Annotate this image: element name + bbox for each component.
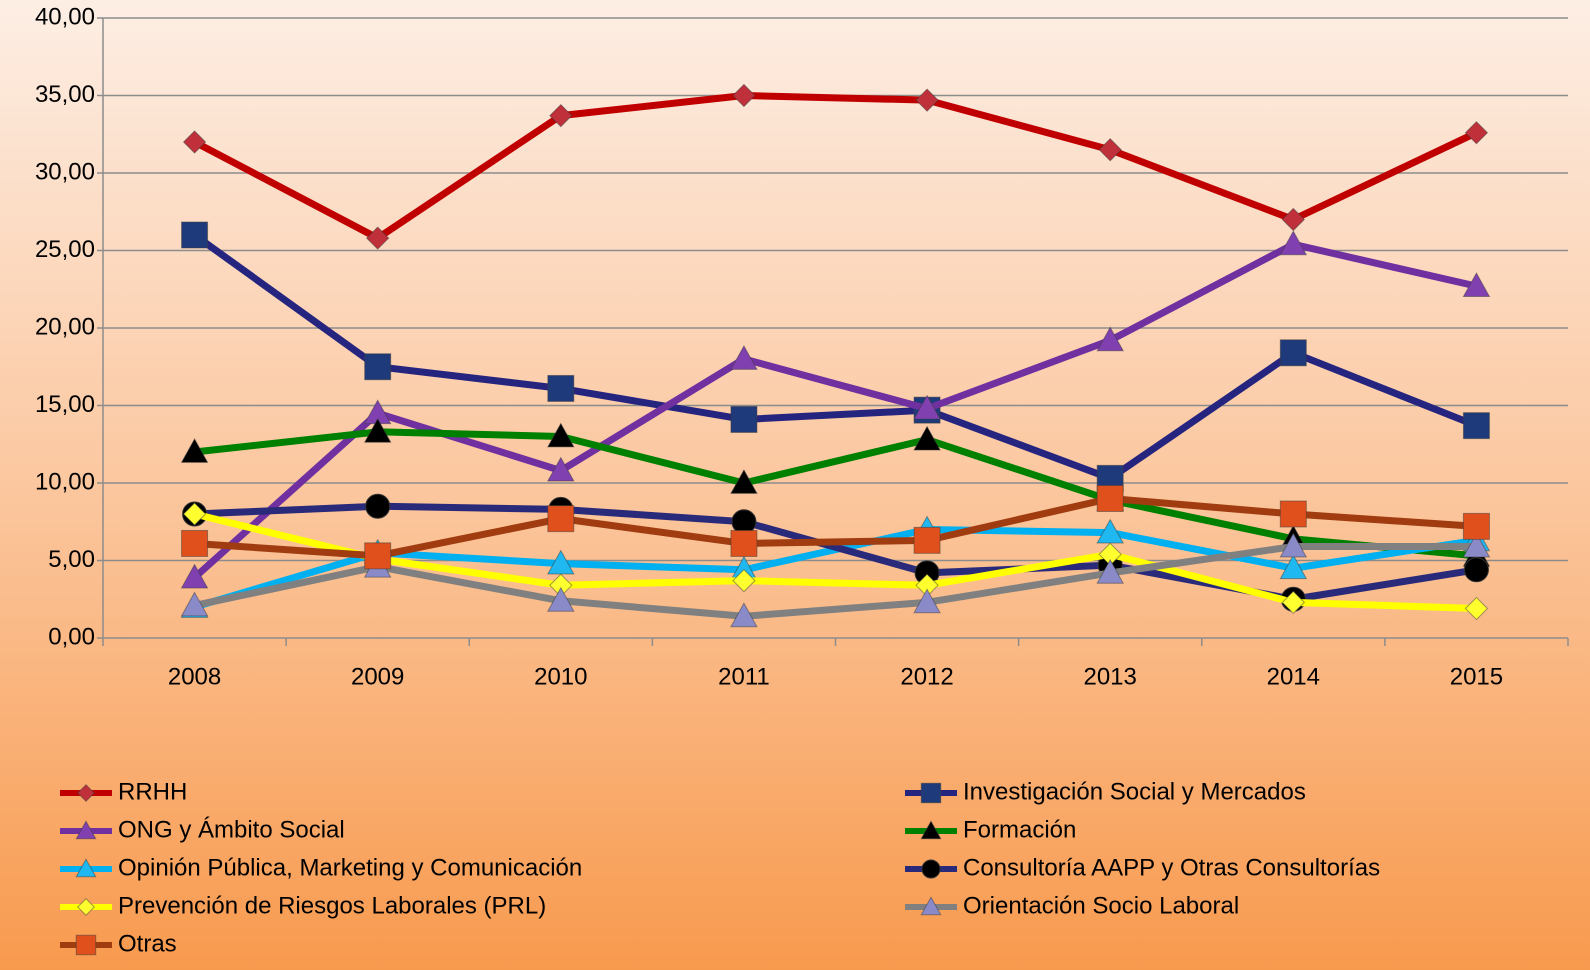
marker <box>730 405 758 433</box>
marker <box>913 394 941 420</box>
x-tick-label: 2011 <box>718 663 770 690</box>
marker <box>1462 412 1490 440</box>
marker <box>913 526 941 554</box>
series-line <box>194 428 1477 560</box>
marker <box>730 344 758 370</box>
marker <box>1462 272 1491 298</box>
legend-label: RRHH <box>118 778 187 805</box>
marker <box>732 83 756 108</box>
marker <box>730 468 758 494</box>
series-line <box>194 495 1477 560</box>
marker <box>915 88 939 112</box>
legend-marker <box>920 896 942 916</box>
x-tick-label: 2009 <box>351 663 404 690</box>
marker <box>546 422 575 448</box>
legend-label: ONG y Ámbito Social <box>118 816 345 843</box>
marker <box>1464 596 1489 621</box>
series-line <box>193 543 1477 620</box>
legend-marker <box>921 859 941 879</box>
marker <box>1279 230 1308 256</box>
y-tick-label: 40,00 <box>35 3 95 30</box>
x-tick-label: 2013 <box>1083 663 1136 690</box>
x-tick-label: 2010 <box>534 663 587 690</box>
x-tick-label: 2015 <box>1450 663 1503 690</box>
marker <box>1096 485 1124 512</box>
marker <box>1096 326 1125 352</box>
marker <box>1463 557 1489 583</box>
marker <box>1462 532 1491 558</box>
marker <box>180 591 209 617</box>
legend-label: Prevención de Riesgos Laborales (PRL) <box>118 892 546 919</box>
marker <box>1281 590 1306 615</box>
legend-marker <box>75 820 97 840</box>
marker <box>1279 339 1307 367</box>
marker <box>181 221 209 249</box>
marker <box>364 353 392 381</box>
x-tick-label: 2012 <box>900 663 953 690</box>
y-tick-label: 25,00 <box>35 236 95 263</box>
marker <box>1462 512 1490 540</box>
marker <box>180 563 209 589</box>
marker <box>365 226 390 250</box>
marker <box>365 493 391 519</box>
marker <box>913 588 941 614</box>
series-line <box>193 510 1477 613</box>
y-tick-label: 35,00 <box>35 81 95 108</box>
series-line <box>192 240 1478 581</box>
marker <box>1279 554 1308 580</box>
legend-label: Formación <box>963 816 1076 843</box>
y-tick-label: 10,00 <box>35 468 95 495</box>
marker <box>182 502 207 526</box>
x-tick-label: 2014 <box>1267 663 1320 690</box>
marker <box>364 542 392 570</box>
legend-marker <box>920 820 942 840</box>
legend-marker <box>75 858 97 878</box>
legend-label: Orientación Socio Laboral <box>963 892 1239 919</box>
marker <box>363 417 392 443</box>
marker <box>1464 120 1489 145</box>
x-tick-label: 2008 <box>168 663 221 690</box>
marker <box>547 505 575 533</box>
legend-marker <box>920 782 942 804</box>
legend-marker <box>77 784 95 802</box>
series-line <box>192 92 1478 242</box>
legend-label: Otras <box>118 930 177 957</box>
marker <box>1098 138 1122 162</box>
legend-label: Investigación Social y Mercados <box>963 778 1306 805</box>
marker <box>730 602 758 628</box>
marker <box>913 425 941 451</box>
marker <box>182 130 207 154</box>
marker <box>181 529 209 557</box>
marker <box>546 586 575 612</box>
y-tick-label: 20,00 <box>35 313 95 340</box>
y-tick-label: 0,00 <box>48 623 95 650</box>
marker <box>732 568 756 593</box>
marker <box>1279 532 1308 558</box>
series-line <box>192 232 1478 482</box>
marker <box>1279 500 1307 528</box>
y-tick-label: 30,00 <box>35 158 95 185</box>
marker <box>549 103 573 128</box>
marker <box>1096 558 1125 584</box>
marker <box>180 437 209 463</box>
legend-label: Opinión Pública, Marketing y Comunicació… <box>118 854 582 881</box>
legend-label: Consultoría AAPP y Otras Consultorías <box>963 854 1380 881</box>
marker <box>730 529 758 557</box>
legend-marker <box>75 934 97 956</box>
legend-marker <box>77 898 95 916</box>
y-tick-label: 15,00 <box>35 391 95 418</box>
y-tick-label: 5,00 <box>48 546 95 573</box>
marker <box>547 374 575 402</box>
marker <box>546 456 575 482</box>
